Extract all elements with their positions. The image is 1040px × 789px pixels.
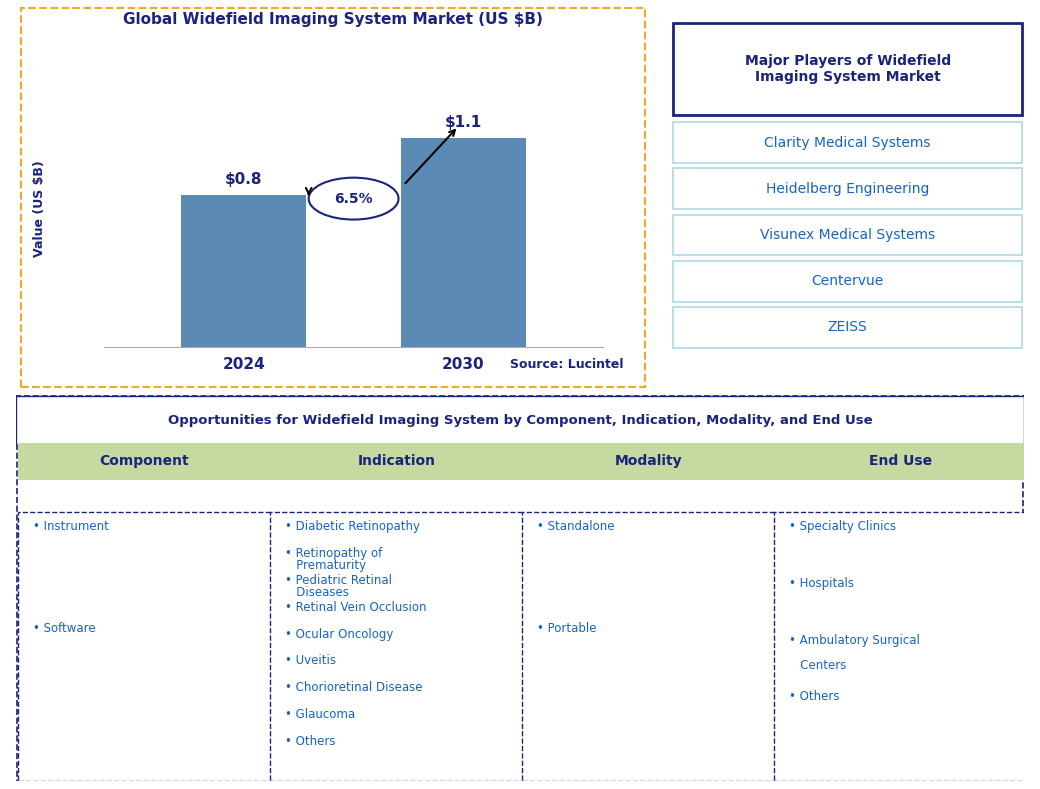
Text: 6.5%: 6.5% xyxy=(334,192,373,206)
Text: • Portable: • Portable xyxy=(537,623,597,635)
Text: Prematurity: Prematurity xyxy=(285,559,366,572)
Text: Heidelberg Engineering: Heidelberg Engineering xyxy=(765,182,930,196)
Text: • Others: • Others xyxy=(285,735,336,748)
Text: • Ambulatory Surgical: • Ambulatory Surgical xyxy=(789,634,920,646)
Text: Centers: Centers xyxy=(789,659,847,672)
Text: • Specialty Clinics: • Specialty Clinics xyxy=(789,520,896,533)
Text: • Diabetic Retinopathy: • Diabetic Retinopathy xyxy=(285,520,420,533)
Text: • Software: • Software xyxy=(32,623,96,635)
Text: • Retinal Vein Occlusion: • Retinal Vein Occlusion xyxy=(285,600,426,614)
Text: • Pediatric Retinal: • Pediatric Retinal xyxy=(285,574,392,587)
FancyBboxPatch shape xyxy=(673,122,1022,163)
Text: • Glaucoma: • Glaucoma xyxy=(285,709,355,721)
Text: Centervue: Centervue xyxy=(811,275,884,288)
Text: • Others: • Others xyxy=(789,690,840,703)
FancyBboxPatch shape xyxy=(673,260,1022,301)
Text: End Use: End Use xyxy=(869,454,933,468)
Text: $1.1: $1.1 xyxy=(445,115,483,130)
Text: • Instrument: • Instrument xyxy=(32,520,108,533)
FancyBboxPatch shape xyxy=(16,396,1024,445)
Text: Major Players of Widefield
Imaging System Market: Major Players of Widefield Imaging Syste… xyxy=(745,54,951,84)
Text: $0.8: $0.8 xyxy=(225,172,262,187)
Text: Global Widefield Imaging System Market (US $B): Global Widefield Imaging System Market (… xyxy=(123,12,543,27)
FancyBboxPatch shape xyxy=(774,512,1028,781)
FancyBboxPatch shape xyxy=(673,307,1022,348)
FancyBboxPatch shape xyxy=(269,512,523,781)
Bar xyxy=(401,137,526,347)
Text: Diseases: Diseases xyxy=(285,586,348,599)
Text: Modality: Modality xyxy=(615,454,682,468)
FancyBboxPatch shape xyxy=(673,168,1022,209)
FancyBboxPatch shape xyxy=(522,443,775,480)
Bar xyxy=(181,195,306,347)
FancyBboxPatch shape xyxy=(774,443,1028,480)
FancyBboxPatch shape xyxy=(673,215,1022,256)
FancyBboxPatch shape xyxy=(18,443,270,480)
Ellipse shape xyxy=(309,178,398,219)
Text: • Chorioretinal Disease: • Chorioretinal Disease xyxy=(285,682,422,694)
Text: Opportunities for Widefield Imaging System by Component, Indication, Modality, a: Opportunities for Widefield Imaging Syst… xyxy=(167,414,873,428)
FancyBboxPatch shape xyxy=(269,443,523,480)
FancyBboxPatch shape xyxy=(673,23,1022,115)
Text: ZEISS: ZEISS xyxy=(828,320,867,335)
Text: • Uveitis: • Uveitis xyxy=(285,654,336,667)
Text: Indication: Indication xyxy=(358,454,436,468)
Text: Value (US $B): Value (US $B) xyxy=(32,161,46,257)
Text: Clarity Medical Systems: Clarity Medical Systems xyxy=(764,136,931,150)
Text: • Retinopathy of: • Retinopathy of xyxy=(285,547,382,560)
FancyBboxPatch shape xyxy=(522,512,775,781)
Text: Visunex Medical Systems: Visunex Medical Systems xyxy=(760,228,935,242)
Text: Component: Component xyxy=(100,454,189,468)
Text: Source: Lucintel: Source: Lucintel xyxy=(511,358,624,371)
Text: • Hospitals: • Hospitals xyxy=(789,577,854,590)
Text: • Standalone: • Standalone xyxy=(537,520,615,533)
FancyBboxPatch shape xyxy=(18,512,270,781)
FancyBboxPatch shape xyxy=(17,394,1023,781)
Text: • Ocular Oncology: • Ocular Oncology xyxy=(285,627,393,641)
